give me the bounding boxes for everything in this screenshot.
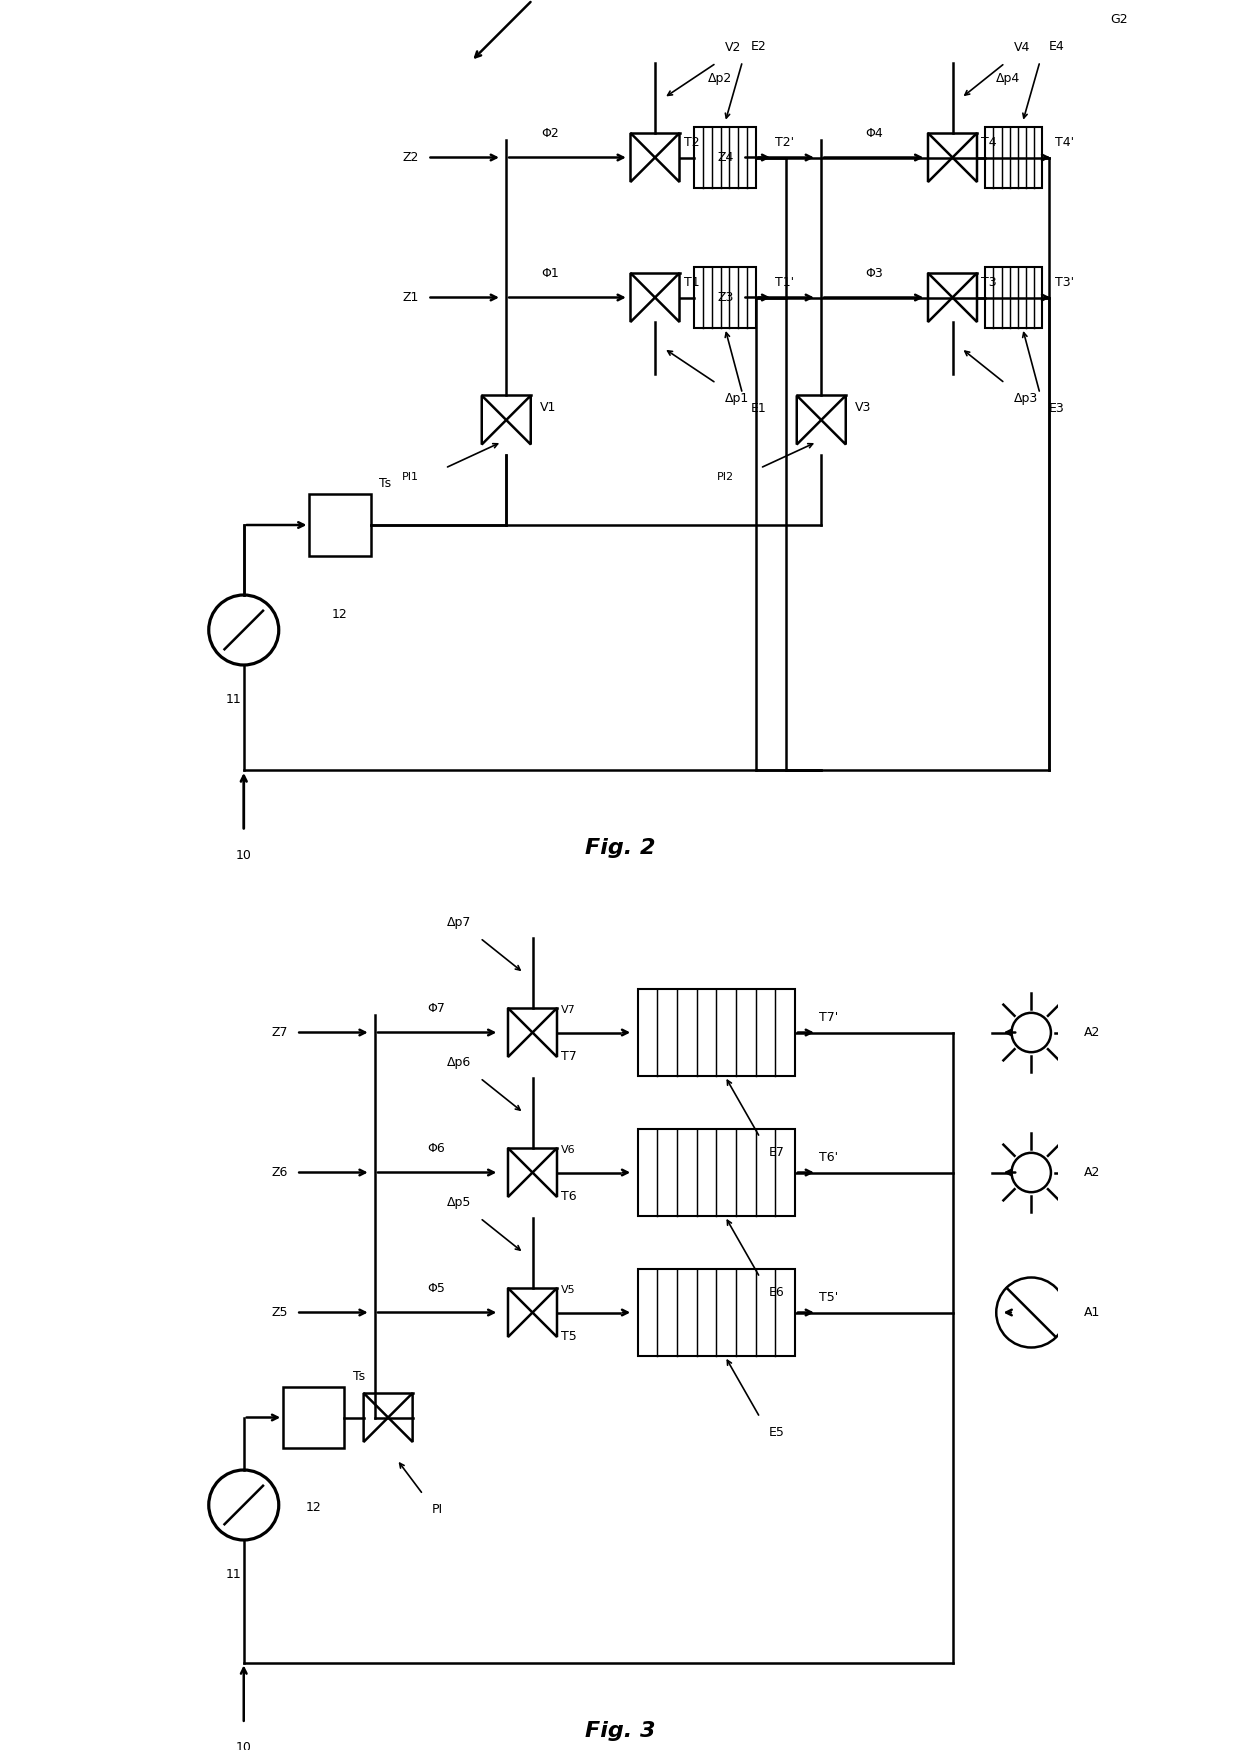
Text: V7: V7: [562, 1004, 577, 1015]
Text: E3: E3: [1049, 402, 1064, 415]
Text: Φ7: Φ7: [428, 1003, 445, 1015]
Text: 10: 10: [236, 1741, 252, 1750]
Text: Φ5: Φ5: [428, 1283, 445, 1295]
Text: T3': T3': [1055, 276, 1074, 289]
Text: V4: V4: [1014, 42, 1030, 54]
Text: T2: T2: [684, 136, 699, 149]
Text: Δp6: Δp6: [446, 1057, 471, 1069]
Text: E7: E7: [769, 1146, 785, 1158]
Text: Δp3: Δp3: [1014, 392, 1038, 404]
Text: Φ2: Φ2: [541, 128, 559, 140]
Text: Δp2: Δp2: [708, 72, 732, 84]
Text: Φ3: Φ3: [864, 268, 883, 280]
Text: Z6: Z6: [272, 1166, 288, 1180]
Text: 11: 11: [226, 693, 241, 705]
Text: T6': T6': [818, 1152, 838, 1164]
Text: PI2: PI2: [717, 473, 734, 481]
Text: Z3: Z3: [718, 290, 734, 304]
Text: 12: 12: [306, 1502, 321, 1514]
Bar: [986, 126, 1042, 187]
Text: T1': T1': [775, 276, 794, 289]
Bar: [694, 266, 755, 327]
Text: V6: V6: [562, 1144, 577, 1155]
Text: E5: E5: [769, 1426, 785, 1438]
Text: T4: T4: [981, 136, 997, 149]
Text: G2: G2: [1110, 14, 1127, 26]
Bar: [694, 126, 755, 187]
Bar: [309, 493, 371, 555]
Text: V2: V2: [725, 42, 742, 54]
Bar: [637, 989, 795, 1076]
Text: PI: PI: [432, 1503, 443, 1516]
Text: 10: 10: [236, 849, 252, 861]
Text: A2: A2: [1084, 1026, 1100, 1040]
Text: V5: V5: [562, 1284, 577, 1295]
Text: Δp1: Δp1: [725, 392, 749, 404]
Text: Φ6: Φ6: [428, 1143, 445, 1155]
Bar: [637, 1129, 795, 1216]
Text: A2: A2: [1084, 1166, 1100, 1180]
Text: T2': T2': [775, 136, 794, 149]
Text: Ts: Ts: [379, 478, 392, 490]
Text: PI1: PI1: [402, 473, 419, 481]
Bar: [283, 1386, 345, 1449]
Bar: [637, 1269, 795, 1356]
Text: Fig. 2: Fig. 2: [585, 838, 655, 858]
Text: Ts: Ts: [353, 1370, 366, 1382]
Text: Δp7: Δp7: [446, 917, 471, 929]
Text: E1: E1: [751, 402, 768, 415]
Text: Φ1: Φ1: [541, 268, 559, 280]
Text: T7': T7': [818, 1011, 838, 1024]
Text: 11: 11: [226, 1568, 241, 1580]
Text: 12: 12: [332, 607, 348, 621]
Text: Z1: Z1: [402, 290, 419, 304]
Text: T5: T5: [562, 1330, 577, 1342]
Text: T5': T5': [818, 1292, 838, 1304]
Text: E6: E6: [769, 1286, 785, 1298]
Text: T4': T4': [1055, 136, 1074, 149]
Text: T1: T1: [684, 276, 699, 289]
Text: T3: T3: [981, 276, 997, 289]
Text: Δp4: Δp4: [996, 72, 1021, 84]
Text: Z4: Z4: [718, 150, 734, 164]
Text: E4: E4: [1049, 40, 1064, 52]
Text: T6: T6: [562, 1190, 577, 1202]
Text: T7: T7: [562, 1050, 577, 1062]
Text: E2: E2: [751, 40, 768, 52]
Text: Z7: Z7: [272, 1026, 288, 1040]
Text: A1: A1: [1084, 1306, 1100, 1320]
Text: V1: V1: [539, 401, 556, 415]
Text: Δp5: Δp5: [446, 1197, 471, 1209]
Bar: [986, 266, 1042, 327]
Text: V3: V3: [854, 401, 870, 415]
Text: Fig. 3: Fig. 3: [585, 1722, 655, 1741]
Text: Z2: Z2: [402, 150, 419, 164]
Text: Z5: Z5: [272, 1306, 288, 1320]
Text: Φ4: Φ4: [864, 128, 883, 140]
